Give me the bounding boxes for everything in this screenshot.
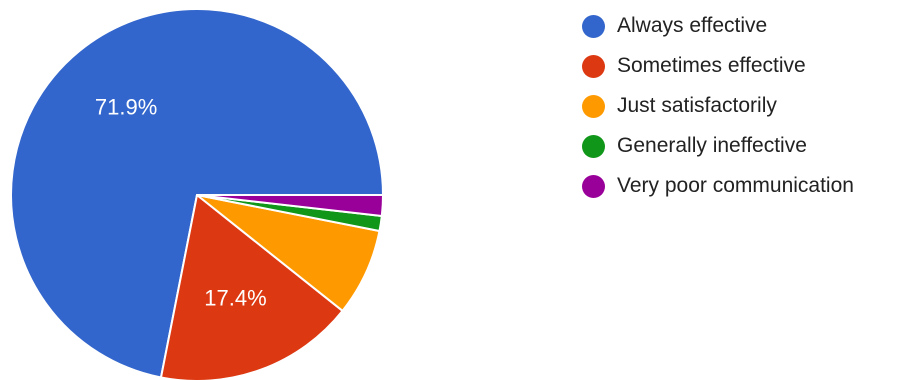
pie-slice[interactable] xyxy=(160,194,344,380)
legend-swatch xyxy=(582,134,605,158)
legend-swatch xyxy=(582,94,605,118)
legend-item[interactable]: Just satisfactorily xyxy=(582,86,854,126)
legend-swatch xyxy=(582,14,605,38)
legend-label: Very poor communication xyxy=(617,174,854,197)
pie-slices xyxy=(10,8,384,380)
legend-swatch xyxy=(582,174,605,198)
pie-slice-labels: 71.9% 17.4% xyxy=(95,95,267,311)
pie-slice[interactable] xyxy=(10,8,384,379)
legend-label: Just satisfactorily xyxy=(617,94,777,117)
legend-item[interactable]: Generally ineffective xyxy=(582,126,854,166)
legend-item[interactable]: Always effective xyxy=(582,6,854,46)
pie-chart-svg: 71.9% 17.4% xyxy=(10,8,384,380)
pie-slice-label: 17.4% xyxy=(204,286,266,311)
legend-label: Always effective xyxy=(617,14,768,37)
legend-item[interactable]: Sometimes effective xyxy=(582,46,854,86)
legend-label: Generally ineffective xyxy=(617,134,807,157)
legend-swatch xyxy=(582,54,605,78)
legend-label: Sometimes effective xyxy=(617,54,806,77)
pie-slice[interactable] xyxy=(196,194,384,217)
chart-legend: Always effective Sometimes effective Jus… xyxy=(582,6,854,206)
legend-item[interactable]: Very poor communication xyxy=(582,166,854,206)
pie-slice-label: 71.9% xyxy=(95,95,157,120)
